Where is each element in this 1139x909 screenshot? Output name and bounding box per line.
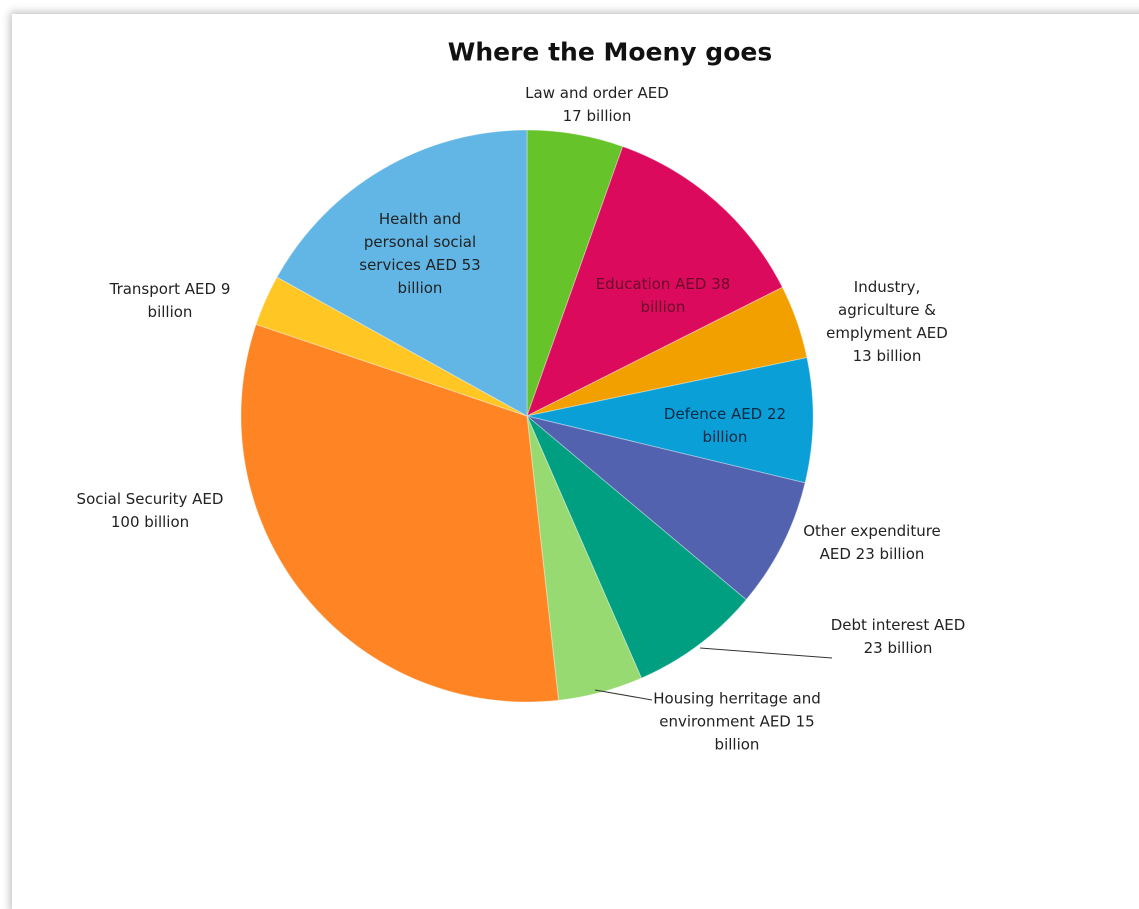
slice-label: Debt interest AED 23 billion	[830, 616, 966, 657]
leader-line	[699, 647, 833, 659]
pie-slice	[276, 129, 528, 417]
slice-label: Health and personal social services AED …	[359, 210, 481, 297]
slice-label: Education AED 38 billion	[595, 275, 731, 316]
pie-slice	[526, 415, 806, 601]
pie-slice	[526, 129, 624, 417]
pie-slice	[526, 356, 814, 484]
slice-label: Social Security AED 100 billion	[76, 490, 224, 531]
pie-slice	[240, 323, 560, 703]
pie	[240, 129, 814, 703]
slice-label: Industry, agriculture & emplyment AED 13…	[826, 278, 948, 365]
pie-slice	[255, 276, 528, 417]
pie-slice	[526, 415, 643, 701]
slice-label: Transport AED 9 billion	[109, 280, 231, 321]
pie-slice	[526, 415, 747, 679]
slice-label: Law and order AED 17 billion	[525, 84, 669, 125]
slice-label: Housing herritage and environment AED 15…	[653, 689, 821, 754]
slice-label: Defence AED 22 billion	[663, 405, 787, 446]
pie-slice	[526, 145, 784, 418]
leader-line	[594, 689, 653, 701]
slice-label: Other expenditure AED 23 billion	[803, 522, 941, 563]
pie-slice	[526, 286, 808, 417]
chart-title: Where the Moeny goes	[447, 37, 773, 67]
